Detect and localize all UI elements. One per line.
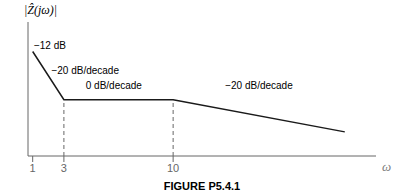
svg-text:0 dB/decade: 0 dB/decade [86, 80, 143, 91]
svg-text:10: 10 [167, 162, 179, 174]
svg-text:3: 3 [61, 162, 67, 174]
svg-text:1: 1 [30, 162, 36, 174]
svg-text:−20 dB/decade: −20 dB/decade [225, 80, 293, 91]
html-text:FIGURE P5.4.1: FIGURE P5.4.1 [163, 180, 241, 192]
svg-text:−20 dB/decade: −20 dB/decade [51, 65, 119, 76]
svg-text:ω: ω [382, 159, 391, 174]
html-text:|Ẑ(jω)|: |Ẑ(jω)| [24, 3, 58, 17]
svg-text:−12 dB: −12 dB [34, 40, 66, 51]
